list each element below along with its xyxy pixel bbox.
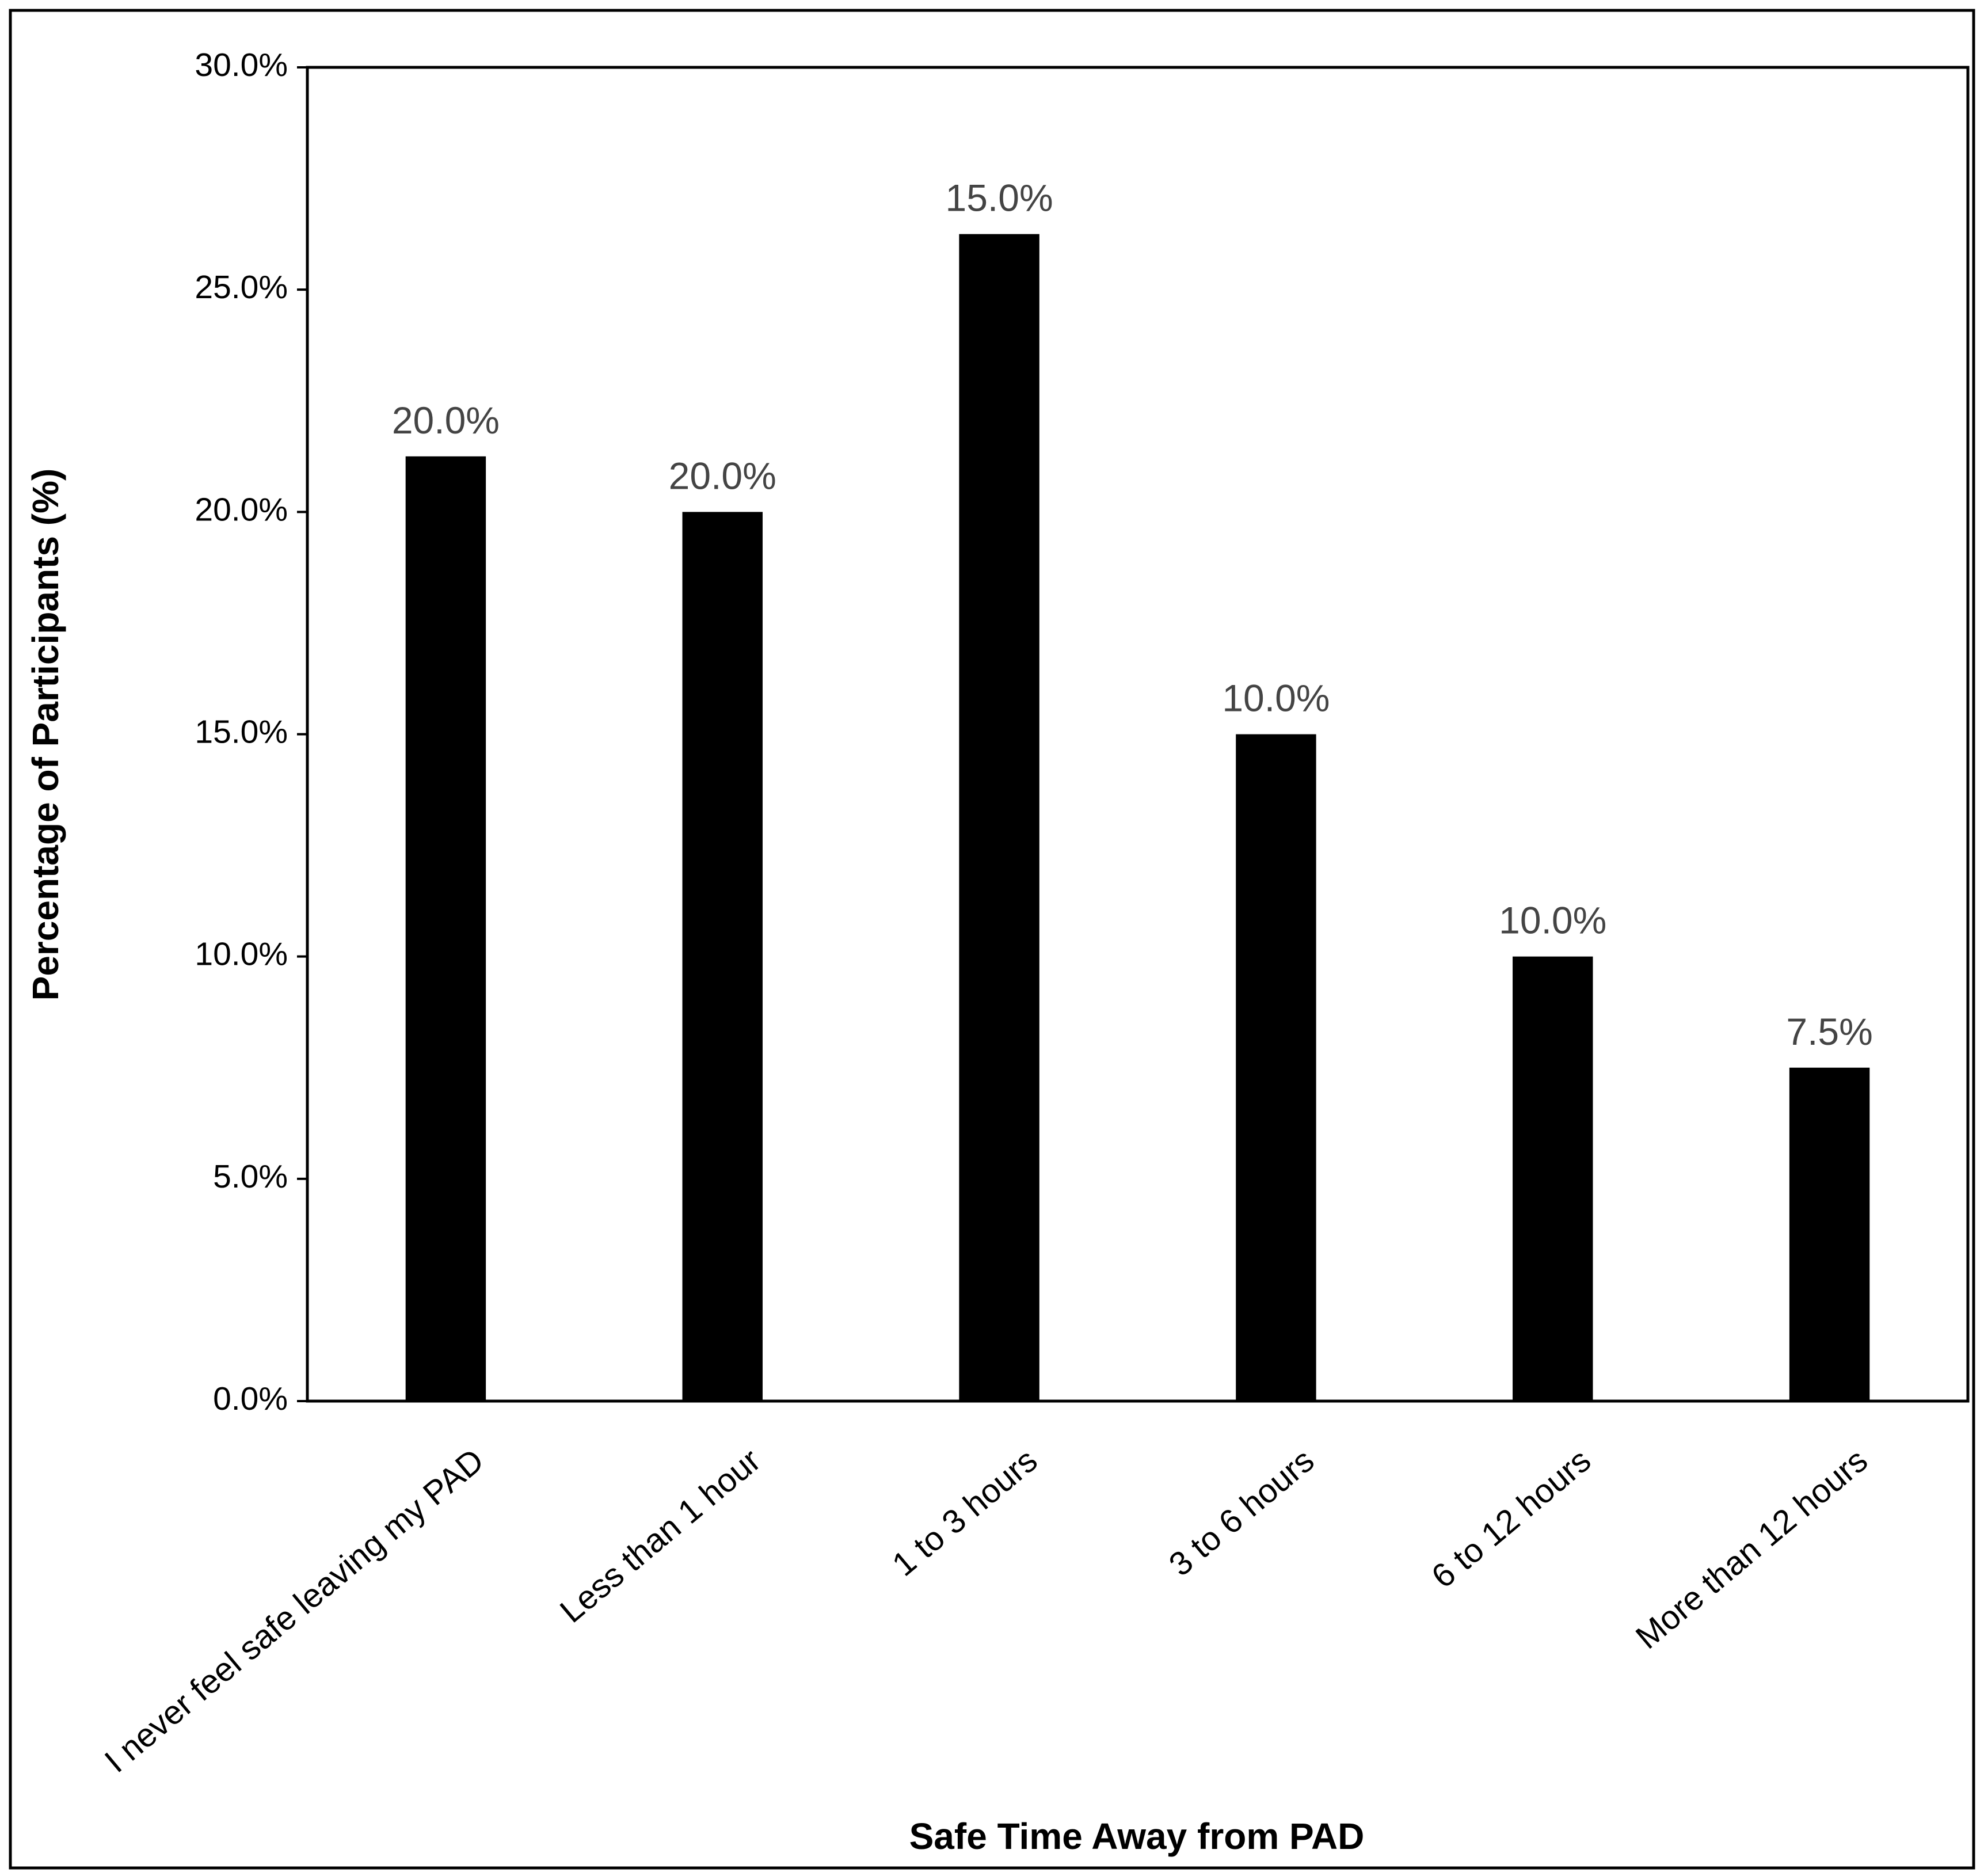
bar-annotation: 10.0% [1499, 899, 1606, 942]
bar-annotation: 10.0% [1222, 677, 1330, 720]
y-tick-label: 30.0% [195, 47, 288, 83]
bar-annotation: 7.5% [1786, 1010, 1872, 1053]
y-tick-label: 5.0% [213, 1158, 288, 1195]
bar-annotation: 20.0% [669, 454, 776, 497]
bar [1789, 1067, 1870, 1401]
y-axis-title: Percentage of Participants (%) [25, 469, 66, 1001]
bar [959, 234, 1039, 1401]
x-axis-title: Safe Time Away from PAD [909, 1816, 1365, 1857]
bar [682, 512, 763, 1402]
y-tick-label: 0.0% [213, 1380, 288, 1417]
bar [1236, 734, 1316, 1401]
y-tick-label: 15.0% [195, 714, 288, 751]
bar-annotation: 15.0% [946, 177, 1053, 219]
y-tick-label: 25.0% [195, 269, 288, 306]
bar [405, 456, 486, 1401]
plot-frame [306, 66, 1970, 1403]
bar-annotation: 20.0% [392, 399, 500, 442]
y-tick-label: 10.0% [195, 936, 288, 973]
y-tick-label: 20.0% [195, 491, 288, 528]
bar [1513, 956, 1593, 1401]
